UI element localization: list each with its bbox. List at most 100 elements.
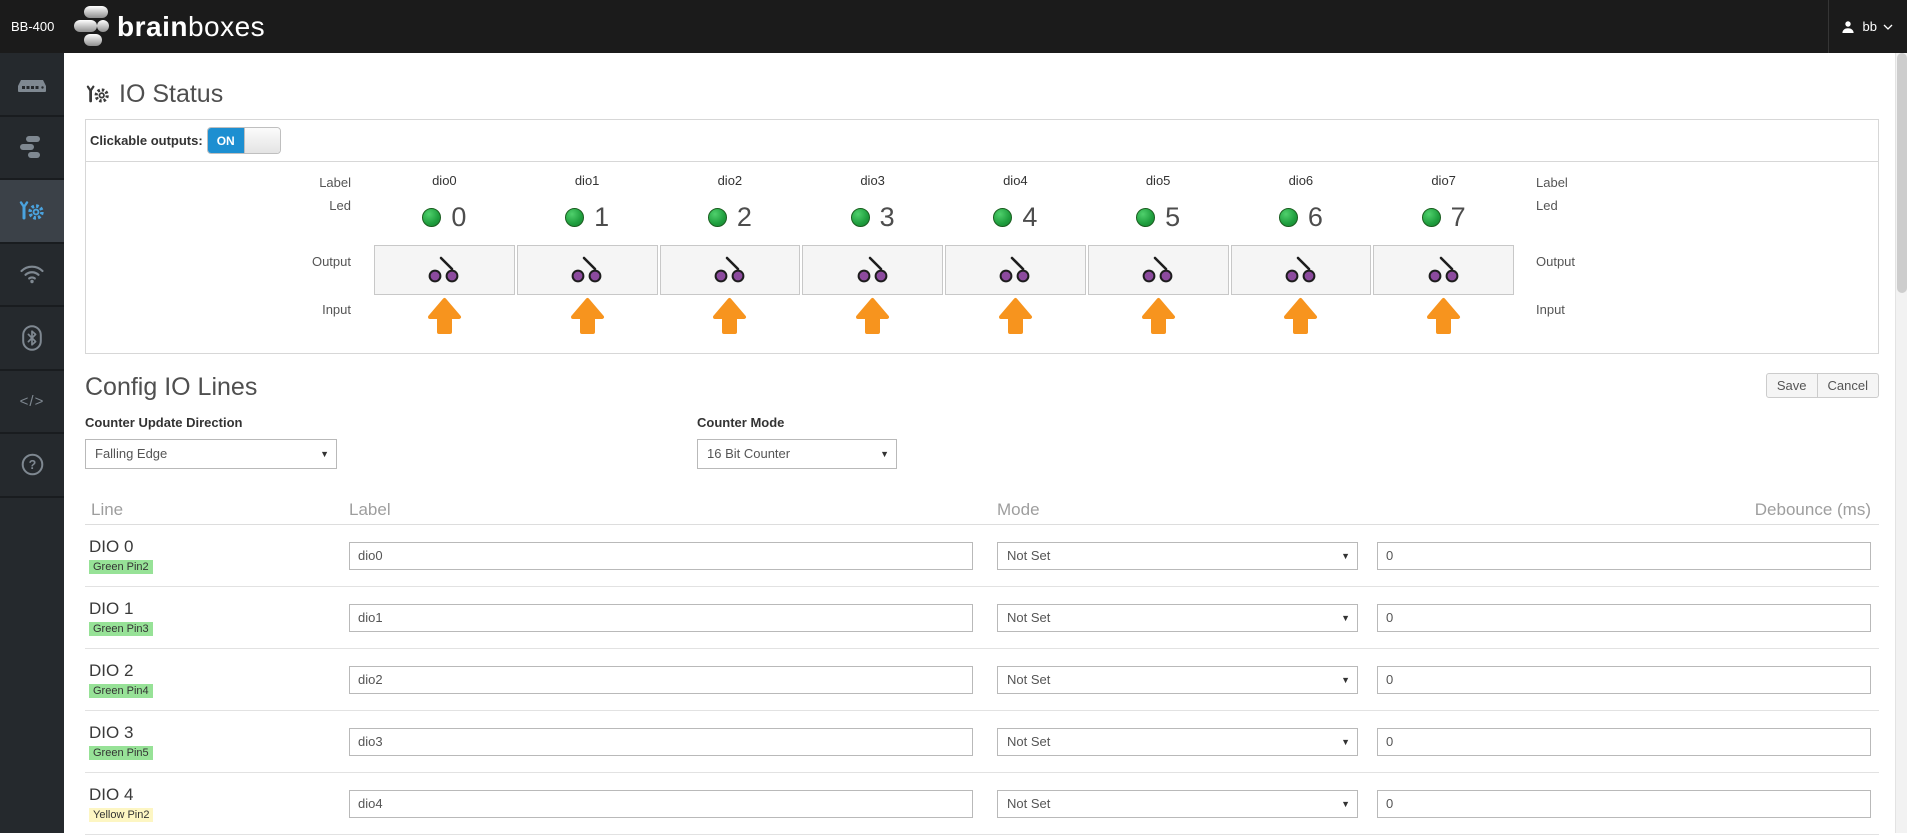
output-switch[interactable] [1373,245,1514,295]
clickable-outputs-label: Clickable outputs: [90,133,203,148]
open-switch-icon [857,256,888,283]
output-switch[interactable] [945,245,1086,295]
sidebar-item-device[interactable] [0,53,64,117]
input-arrow-icon [1427,298,1461,334]
line-mode-select[interactable]: Not Set ▼ [997,727,1358,756]
input-arrow-icon [427,298,461,334]
sidebar-item-connections[interactable] [0,117,64,180]
io-status-panel: Clickable outputs: ON Label Led Output I… [85,119,1879,354]
top-header-bar: BB-400 brainboxes bb [0,0,1907,53]
counter-mode-group: Counter Mode 16 Bit Counter ▼ [697,415,897,469]
line-label-input[interactable] [349,665,973,694]
debounce-input[interactable] [1377,541,1871,570]
channel-label: dio6 [1288,173,1314,188]
select-caret-icon: ▼ [880,449,889,459]
help-icon: ? [21,453,43,476]
output-switch[interactable] [374,245,515,295]
output-row-label: Output [311,254,351,269]
open-switch-icon [428,256,459,283]
debounce-cell [1377,789,1871,818]
sidebar-item-wifi[interactable] [0,244,64,307]
pin-badge: Green Pin2 [89,559,153,574]
brand-wordmark: brainboxes [117,10,266,42]
line-cell: DIO 1 Green Pin3 [85,599,349,637]
led-row-label: Led [329,198,351,213]
line-label-input[interactable] [349,789,973,818]
output-switch[interactable] [1087,245,1229,295]
dio-line-title: DIO 3 [89,722,134,742]
table-body: DIO 0 Green Pin2 Not Set ▼ DIO 1 Green P… [85,525,1879,835]
input-row-label: Input [1536,302,1565,317]
mode-cell: Not Set ▼ [997,665,1377,694]
led-number: 6 [1307,202,1323,232]
table-header-row: Line Label Mode Debounce (ms) [85,495,1879,525]
scrollbar-thumb[interactable] [1897,53,1907,293]
username-label: bb [1862,19,1877,34]
line-mode-select[interactable]: Not Set ▼ [997,665,1358,694]
counter-update-direction-group: Counter Update Direction Falling Edge ▼ [85,415,697,469]
debounce-cell [1377,541,1871,570]
debounce-cell [1377,665,1871,694]
table-row: DIO 0 Green Pin2 Not Set ▼ [85,525,1879,587]
config-title: Config IO Lines [85,373,258,401]
input-indicator [1372,297,1515,342]
led-row-label: Led [1536,198,1558,213]
channel-led: 3 [801,202,944,233]
output-switch[interactable] [659,245,801,295]
open-switch-icon [1428,256,1459,283]
cancel-button[interactable]: Cancel [1816,373,1879,398]
line-mode-value: Not Set [1007,609,1051,625]
input-arrow-icon [570,298,604,334]
clickable-outputs-toggle[interactable]: ON [206,127,281,154]
table-row: DIO 3 Green Pin5 Not Set ▼ [85,711,1879,773]
page-title: IO Status [86,80,1895,109]
line-label-input[interactable] [349,603,973,632]
pin-badge: Green Pin5 [89,745,153,760]
counter-mode-value: 16 Bit Counter [707,446,791,461]
debounce-input[interactable] [1377,789,1871,818]
debounce-input[interactable] [1377,727,1871,756]
mode-cell: Not Set ▼ [997,603,1377,632]
io-channel: dio6 6 [1230,162,1373,353]
input-indicator [1087,297,1230,342]
led-indicator [707,208,727,227]
counter-mode-select[interactable]: 16 Bit Counter ▼ [697,439,897,469]
sidebar-item-api-code[interactable]: </> [0,371,64,434]
page-title-text: IO Status [119,80,224,108]
line-label-input[interactable] [349,727,973,756]
input-indicator [659,297,802,342]
led-indicator [1136,208,1156,227]
io-channel: dio5 5 [1087,162,1230,353]
pin-badge: Green Pin3 [89,621,153,636]
led-indicator [422,208,442,227]
channel-label: dio0 [432,173,457,188]
input-indicator [944,297,1087,342]
chevron-down-icon [1883,24,1893,30]
led-number: 3 [879,202,895,232]
open-switch-icon [571,256,602,283]
led-indicator [850,208,870,227]
line-label-input[interactable] [349,541,973,570]
output-row-label: Output [1536,254,1576,269]
debounce-input[interactable] [1377,665,1871,694]
line-mode-select[interactable]: Not Set ▼ [997,541,1358,570]
sidebar-item-help[interactable]: ? [0,434,64,498]
vertical-scrollbar[interactable] [1895,53,1907,833]
debounce-input[interactable] [1377,603,1871,632]
main-content: IO Status Clickable outputs: ON Label Le… [64,53,1895,835]
connections-icon [20,136,40,159]
clickable-outputs-row: Clickable outputs: ON [86,120,1878,162]
save-button[interactable]: Save [1765,373,1818,398]
label-cell [349,789,997,818]
sidebar-item-io-status[interactable] [0,180,64,244]
line-mode-select[interactable]: Not Set ▼ [997,789,1358,818]
output-switch[interactable] [516,245,658,295]
output-switch[interactable] [802,245,943,295]
open-switch-icon [999,256,1030,283]
sidebar-item-bluetooth[interactable] [0,307,64,371]
counter-update-direction-select[interactable]: Falling Edge ▼ [85,439,337,469]
output-switch[interactable] [1230,245,1372,295]
debounce-cell [1377,603,1871,632]
user-menu[interactable]: bb [1827,0,1907,53]
line-mode-select[interactable]: Not Set ▼ [997,603,1358,632]
